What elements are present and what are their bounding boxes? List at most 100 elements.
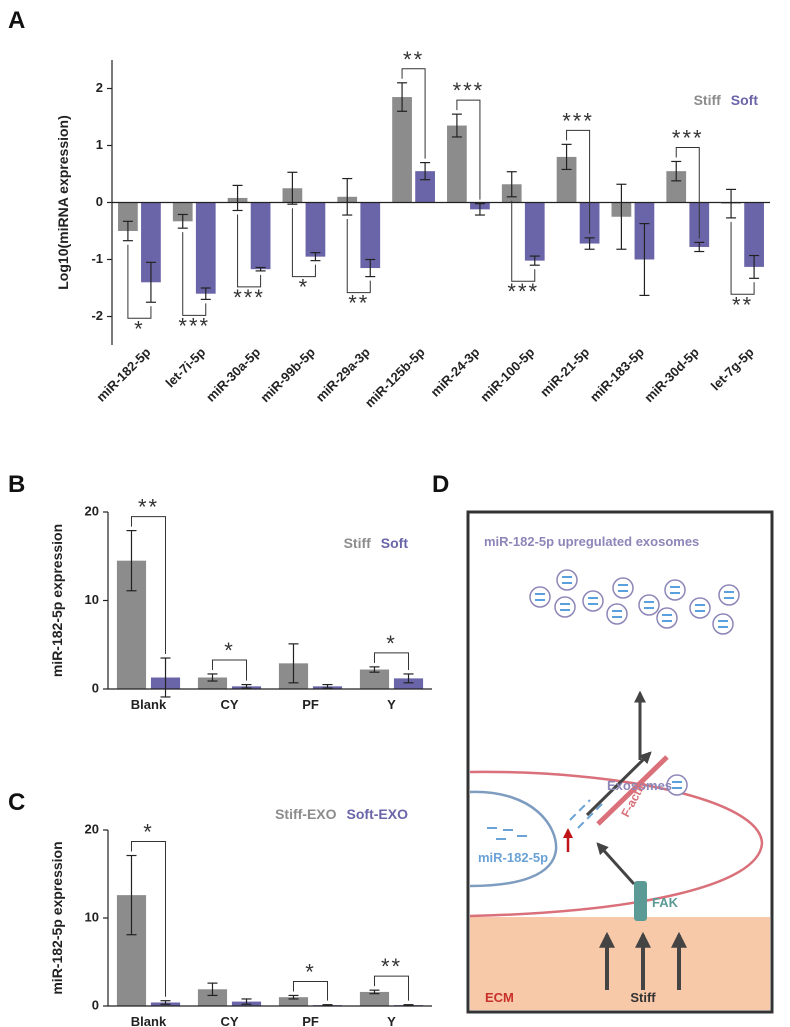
- label: miR-182-5p: [478, 850, 548, 865]
- significance-bracket: [730, 221, 755, 295]
- legend: Stiff Soft: [694, 92, 759, 108]
- error-bar: [310, 252, 321, 262]
- bar: [278, 997, 309, 1006]
- significance-bracket: [675, 146, 700, 239]
- significance-bracket: [566, 129, 591, 234]
- x-tick-label: CY: [220, 1014, 238, 1027]
- error-bar: [561, 143, 572, 171]
- bar: [447, 125, 467, 203]
- significance-label: *: [143, 820, 154, 845]
- error-bar: [288, 643, 299, 684]
- error-bar: [126, 529, 137, 592]
- significance-label: **: [732, 292, 753, 317]
- error-bar: [122, 220, 133, 242]
- x-tick-label: miR-182-5p: [93, 344, 153, 404]
- bar: [415, 171, 435, 203]
- legend-entry: Soft-EXO: [347, 806, 409, 822]
- f-actin: [596, 755, 669, 826]
- panel-label: D: [432, 471, 449, 498]
- arrow: [596, 842, 636, 886]
- label: FAK: [652, 895, 679, 910]
- bar: [524, 202, 545, 261]
- error-bar: [584, 237, 595, 250]
- significance-label: *: [386, 631, 397, 656]
- significance-label: ***: [233, 285, 265, 310]
- legend-entry: Stiff-EXO: [275, 806, 337, 822]
- legend-entry: Stiff: [344, 535, 372, 551]
- significance-label: **: [403, 47, 424, 72]
- error-bar: [403, 673, 414, 684]
- significance-bracket: [292, 980, 329, 1001]
- y-tick-label: 2: [96, 80, 103, 95]
- error-bar: [616, 183, 627, 250]
- y-tick-label: -1: [91, 251, 103, 266]
- legend-entry: Soft: [731, 92, 759, 108]
- significance-label: ***: [507, 279, 539, 304]
- x-tick-label: miR-21-5p: [537, 344, 592, 399]
- significance-label: *: [305, 959, 316, 984]
- bar: [305, 202, 326, 257]
- y-tick-label: -2: [91, 308, 103, 323]
- error-bar: [160, 657, 171, 698]
- error-bar: [232, 184, 243, 212]
- significance-label: ***: [453, 78, 485, 103]
- panel-label: C: [8, 789, 25, 816]
- bar: [744, 202, 764, 267]
- significance-label: **: [348, 291, 369, 316]
- x-tick-label: miR-100-5p: [477, 344, 537, 404]
- nucleus: [469, 790, 558, 888]
- diagram: D miR-182-5p upregulated exosomes E: [432, 471, 774, 1014]
- significance-label: ***: [672, 125, 704, 150]
- x-tick-label: miR-29a-3p: [313, 344, 373, 404]
- significance-bracket: [456, 99, 481, 200]
- legend: Stiff-EXO Soft-EXO: [275, 806, 408, 822]
- x-tick-label: miR-30d-5p: [641, 344, 702, 405]
- significance-bracket: [373, 975, 410, 1001]
- x-tick-label: PF: [302, 1014, 319, 1027]
- error-bar: [287, 171, 298, 205]
- y-axis-label: miR-182-5p expression: [49, 841, 65, 994]
- legend-entry: Stiff: [694, 92, 722, 108]
- significance-label: ***: [562, 108, 594, 133]
- arrow: [585, 751, 652, 817]
- error-bar: [241, 998, 252, 1005]
- significance-bracket: [346, 219, 371, 294]
- y-tick-label: 1: [96, 137, 103, 152]
- cell-membrane: [469, 770, 764, 918]
- y-tick-label: 0: [92, 680, 99, 695]
- bar: [556, 156, 577, 203]
- y-axis-label: miR-182-5p expression: [49, 524, 65, 677]
- x-tick-label: let-7i-5p: [163, 344, 209, 390]
- significance-bracket: [211, 659, 248, 681]
- bar: [250, 202, 271, 270]
- error-bar: [420, 162, 431, 181]
- x-tick-label: Y: [387, 1014, 396, 1027]
- bar: [359, 991, 390, 1006]
- significance-label: *: [224, 638, 235, 663]
- significance-bracket: [237, 214, 262, 288]
- diagram-title: miR-182-5p upregulated exosomes: [484, 534, 699, 549]
- error-bar: [160, 1000, 171, 1005]
- error-bar: [365, 258, 376, 278]
- significance-label: *: [134, 316, 145, 341]
- error-bar: [342, 177, 353, 216]
- error-bar: [474, 203, 485, 216]
- significance-bracket: [130, 841, 167, 997]
- bar: [359, 669, 390, 689]
- panel-label: A: [8, 7, 25, 34]
- significance-label: **: [138, 495, 159, 520]
- exosome-cluster: [529, 569, 740, 796]
- error-bar: [726, 188, 737, 219]
- x-tick-label: miR-30a-5p: [203, 344, 263, 404]
- error-bar: [369, 666, 380, 673]
- x-tick-label: Blank: [131, 1014, 167, 1027]
- bar: [392, 97, 412, 203]
- error-bar: [288, 994, 299, 1000]
- error-bar: [126, 854, 137, 936]
- bar: [195, 202, 216, 294]
- y-tick-label: 0: [96, 194, 103, 209]
- significance-bracket: [401, 68, 426, 159]
- significance-bracket: [373, 652, 410, 670]
- significance-bracket: [130, 516, 167, 655]
